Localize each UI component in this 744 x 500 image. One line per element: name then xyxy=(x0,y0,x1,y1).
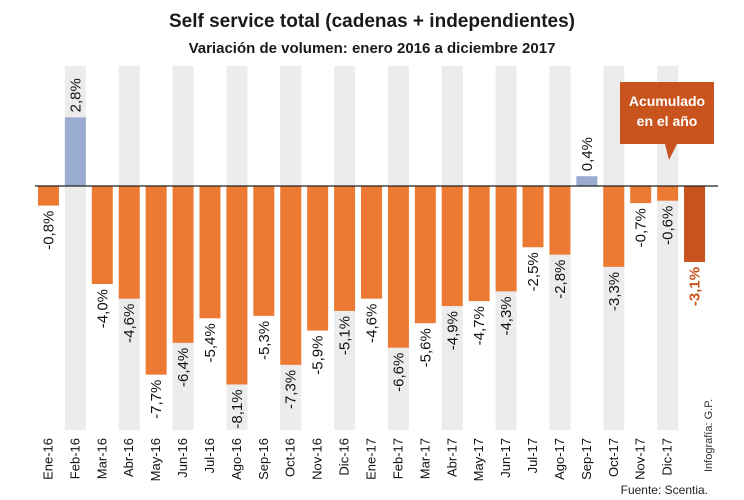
data-label: -7,7% xyxy=(148,380,165,419)
callout-text: en el año xyxy=(637,113,698,129)
bar xyxy=(307,186,329,331)
data-label: -0,7% xyxy=(633,208,650,247)
bar xyxy=(226,186,248,385)
x-tick-label: Ene-17 xyxy=(364,438,379,480)
x-tick-label: Mar-17 xyxy=(417,438,432,479)
data-label: -4,0% xyxy=(94,289,111,328)
x-tick-label: Ago-17 xyxy=(552,438,567,480)
bar xyxy=(199,186,221,319)
chart-subtitle: Variación de volumen: enero 2016 a dicie… xyxy=(189,40,556,57)
bar xyxy=(64,117,86,186)
x-tick-label: Ago-16 xyxy=(229,438,244,480)
data-label: -4,7% xyxy=(471,306,488,345)
x-tick-label: Feb-17 xyxy=(390,438,405,479)
bar xyxy=(549,186,571,255)
bar xyxy=(576,176,598,186)
column-stripe xyxy=(657,66,679,430)
bar xyxy=(603,186,625,267)
data-label: -7,3% xyxy=(283,370,300,409)
x-tick-label: Jun-17 xyxy=(498,438,513,478)
bar xyxy=(334,186,356,311)
data-label: -2,5% xyxy=(525,252,542,291)
x-tick-label: Oct-16 xyxy=(283,438,298,477)
data-label: -0,6% xyxy=(660,206,677,245)
data-label: -5,3% xyxy=(256,321,273,360)
data-label: -4,6% xyxy=(121,304,138,343)
x-tick-label: Abr-17 xyxy=(444,438,459,477)
data-label: -4,9% xyxy=(444,311,461,350)
bar xyxy=(172,186,194,343)
data-label: -5,4% xyxy=(202,323,219,362)
data-label: -8,1% xyxy=(229,389,246,428)
accumulated-label: -3,1% xyxy=(687,267,704,306)
bar xyxy=(387,186,409,348)
bar xyxy=(522,186,544,248)
data-label: -3,3% xyxy=(606,272,623,311)
callout-text: Acumulado xyxy=(629,93,705,109)
callout-box xyxy=(620,82,714,160)
bar xyxy=(118,186,140,299)
x-tick-label: Jul-17 xyxy=(525,438,540,473)
bar xyxy=(91,186,113,284)
x-tick-label: Feb-16 xyxy=(67,438,82,479)
data-label: -6,4% xyxy=(175,348,192,387)
data-label: -4,3% xyxy=(498,296,515,335)
x-tick-label: Jul-16 xyxy=(202,438,217,473)
bar xyxy=(37,186,59,206)
bar xyxy=(441,186,463,307)
x-tick-label: Jun-16 xyxy=(175,438,190,478)
data-label: -2,8% xyxy=(552,260,569,299)
x-tick-label: May-17 xyxy=(471,438,486,481)
accumulated-bar xyxy=(684,186,706,262)
chart-title: Self service total (cadenas + independie… xyxy=(169,11,575,32)
bar xyxy=(495,186,517,292)
data-label: -0,8% xyxy=(40,211,57,250)
data-label: -5,6% xyxy=(417,328,434,367)
bar xyxy=(657,186,679,201)
bar xyxy=(280,186,302,365)
data-label: -5,1% xyxy=(337,316,354,355)
bar xyxy=(630,186,652,204)
credit-text: Infografía: G.P. xyxy=(703,399,715,472)
x-tick-label: May-16 xyxy=(148,438,163,481)
x-tick-label: Nov-17 xyxy=(633,438,648,480)
x-tick-label: Sep-17 xyxy=(579,438,594,480)
bar xyxy=(253,186,275,316)
x-tick-label: Sep-16 xyxy=(256,438,271,480)
x-tick-label: Ene-16 xyxy=(40,438,55,480)
x-tick-label: Abr-16 xyxy=(121,438,136,477)
x-tick-label: Dic-16 xyxy=(337,438,352,476)
x-tick-label: Dic-17 xyxy=(660,438,675,476)
data-label: -4,6% xyxy=(364,304,381,343)
data-label: 2,8% xyxy=(67,78,84,112)
bar xyxy=(145,186,167,375)
x-tick-label: Mar-16 xyxy=(94,438,109,479)
bar xyxy=(468,186,490,302)
data-label: 0,4% xyxy=(579,137,596,171)
source-text: Fuente: Scentia. xyxy=(621,483,708,497)
data-label: -5,9% xyxy=(310,336,327,375)
x-tick-label: Oct-17 xyxy=(606,438,621,477)
data-label: -6,6% xyxy=(390,353,407,392)
x-tick-label: Nov-16 xyxy=(310,438,325,480)
bar xyxy=(414,186,436,324)
bar xyxy=(361,186,382,299)
